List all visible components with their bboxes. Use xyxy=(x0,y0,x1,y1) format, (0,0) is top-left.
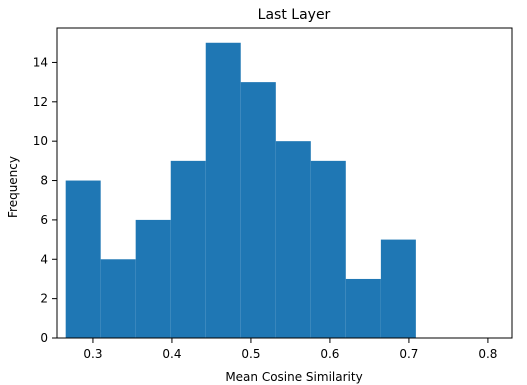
histogram-bar-5 xyxy=(205,42,241,338)
y-tick-label: 0 xyxy=(40,331,48,345)
x-tick-label: 0.7 xyxy=(399,347,418,361)
x-tick-label: 0.8 xyxy=(478,347,497,361)
x-tick-label: 0.6 xyxy=(320,347,339,361)
x-axis-ticks: 0.3 0.4 0.5 0.6 0.7 0.8 xyxy=(83,338,497,361)
histogram-bar-2 xyxy=(100,259,136,338)
histogram-bar-1 xyxy=(65,180,101,338)
y-axis-ticks: 0 2 4 6 8 10 12 14 xyxy=(33,55,57,345)
chart-title: Last Layer xyxy=(258,7,331,23)
bars-group xyxy=(65,42,416,338)
plot-frame xyxy=(56,27,513,339)
y-tick-label: 6 xyxy=(40,213,48,227)
x-tick-label: 0.3 xyxy=(83,347,102,361)
y-tick-label: 10 xyxy=(33,134,48,148)
histogram-bar-9 xyxy=(345,278,381,338)
y-axis-label: Frequency xyxy=(6,156,20,218)
x-tick-label: 0.5 xyxy=(241,347,260,361)
histogram-bar-8 xyxy=(310,160,346,338)
x-axis-label: Mean Cosine Similarity xyxy=(225,370,362,384)
y-tick-label: 12 xyxy=(33,95,48,109)
y-tick-label: 8 xyxy=(40,174,48,188)
histogram-bar-6 xyxy=(240,82,276,338)
histogram-bar-3 xyxy=(135,219,171,338)
histogram-bar-4 xyxy=(170,160,206,338)
y-tick-label: 4 xyxy=(40,252,48,266)
x-tick-label: 0.4 xyxy=(162,347,181,361)
histogram-bar-10 xyxy=(380,239,416,338)
y-tick-label: 14 xyxy=(33,55,48,69)
histogram-bar-7 xyxy=(275,141,311,338)
y-tick-label: 2 xyxy=(40,292,48,306)
